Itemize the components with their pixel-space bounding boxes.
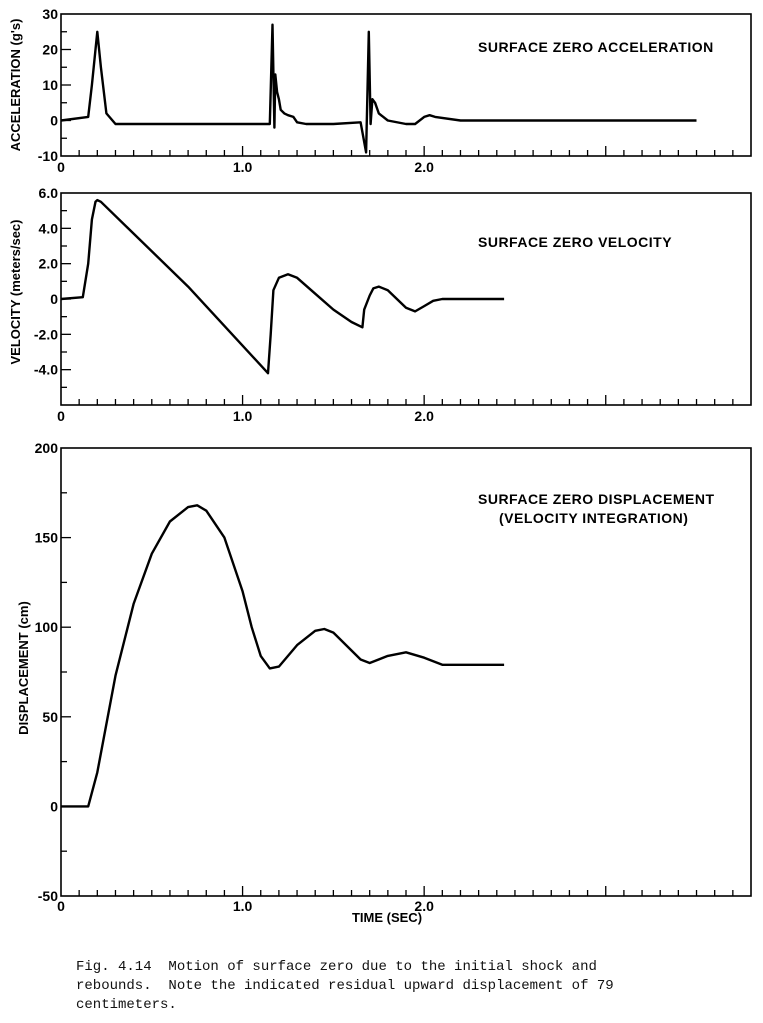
- acceleration-x-tick-label: 1.0: [233, 159, 253, 175]
- displacement-title-line2: (VELOCITY INTEGRATION): [499, 510, 688, 526]
- displacement-series-line: [61, 504, 505, 808]
- acceleration-plot-frame: [60, 13, 752, 157]
- acceleration-x-tick-label: 0: [57, 159, 65, 175]
- velocity-x-tick-label: 1.0: [233, 408, 253, 424]
- acceleration-title: SURFACE ZERO ACCELERATION: [478, 39, 714, 55]
- caption-line-1: Fig. 4.14 Motion of surface zero due to …: [76, 959, 597, 975]
- acceleration-y-tick-label: 10: [42, 77, 58, 93]
- velocity-title: SURFACE ZERO VELOCITY: [478, 234, 672, 250]
- caption-line-3: centimeters.: [76, 997, 177, 1013]
- velocity-y-axis-label: VELOCITY (meters/sec): [8, 220, 23, 365]
- displacement-x-tick-label: 0: [57, 898, 65, 914]
- acceleration-y-axis-label: ACCELERATION (g's): [8, 19, 23, 152]
- figure-caption: Fig. 4.14 Motion of surface zero due to …: [76, 958, 716, 1015]
- velocity-panel: 0 1.0 2.0 6.0 4.0 2.0 0 -2.0 -4.0 SURFACE ZERO V…: [8, 185, 752, 424]
- velocity-y-tick-label: -2.0: [34, 326, 58, 342]
- velocity-tick-labels: 0 1.0 2.0 6.0 4.0 2.0 0 -2.0 -4.0: [34, 185, 434, 424]
- displacement-y-tick-label: 50: [42, 709, 58, 725]
- velocity-x-tick-label: 0: [57, 408, 65, 424]
- displacement-title-line1: SURFACE ZERO DISPLACEMENT: [478, 491, 715, 507]
- displacement-y-tick-label: 100: [35, 619, 59, 635]
- velocity-y-tick-label: 2.0: [39, 256, 59, 272]
- acceleration-x-tick-label: 2.0: [414, 159, 434, 175]
- velocity-x-tick-label: 2.0: [414, 408, 434, 424]
- displacement-y-axis-label: DISPLACEMENT (cm): [16, 601, 31, 735]
- acceleration-y-tick-label: -10: [38, 148, 58, 164]
- displacement-x-tick-label: 1.0: [233, 898, 253, 914]
- velocity-tick-marks: [61, 210, 734, 405]
- displacement-x-tick-label: 2.0: [414, 898, 434, 914]
- displacement-y-tick-label: -50: [38, 888, 58, 904]
- velocity-y-tick-label: 0: [50, 291, 58, 307]
- acceleration-y-tick-label: 20: [42, 42, 58, 58]
- displacement-tick-marks: [61, 492, 734, 896]
- acceleration-series-line: [60, 23, 697, 154]
- displacement-y-tick-label: 200: [35, 440, 59, 456]
- acceleration-y-tick-label: 30: [42, 6, 58, 22]
- velocity-series-line: [60, 198, 505, 375]
- velocity-plot-frame: [60, 192, 752, 406]
- displacement-y-tick-label: 0: [50, 798, 58, 814]
- time-x-axis-label: TIME (SEC): [352, 910, 422, 925]
- displacement-y-tick-label: 150: [35, 530, 59, 546]
- acceleration-y-tick-label: 0: [50, 113, 58, 129]
- velocity-y-tick-label: 4.0: [39, 220, 59, 236]
- caption-line-2: rebounds. Note the indicated residual up…: [76, 978, 614, 994]
- velocity-y-tick-label: 6.0: [39, 185, 59, 201]
- velocity-y-tick-label: -4.0: [34, 362, 58, 378]
